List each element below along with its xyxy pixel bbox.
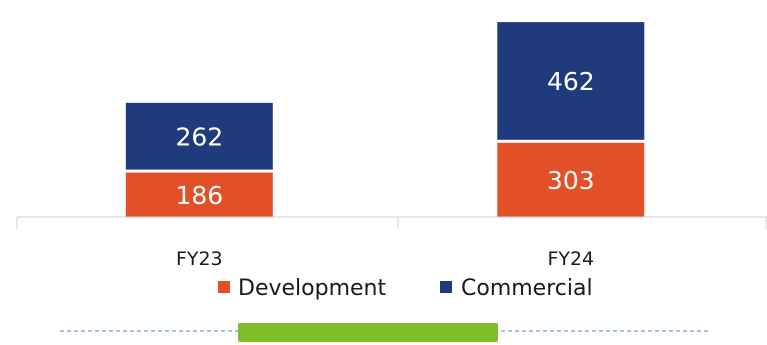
data-label-development-fy24: 303 (547, 166, 595, 195)
category-label-fy23: FY23 (176, 248, 223, 270)
bar-development-fy24 (497, 142, 645, 217)
bar-commercial-fy23 (125, 102, 273, 170)
category-label-fy24: FY24 (547, 248, 594, 270)
category-labels: FY23 FY24 (176, 248, 594, 270)
data-label-development-fy23: 186 (175, 181, 223, 210)
green-accent-bar (238, 323, 498, 342)
data-label-commercial-fy24: 462 (547, 67, 595, 96)
bar-commercial-fy24 (497, 22, 645, 140)
legend: Development Commercial (218, 276, 593, 301)
plot-area: 186 262 303 462 (125, 22, 645, 217)
legend-label-development: Development (238, 276, 386, 301)
legend-label-commercial: Commercial (461, 276, 593, 301)
legend-swatch-commercial (440, 281, 452, 293)
bar-development-fy23 (125, 172, 273, 217)
data-label-commercial-fy23: 262 (175, 122, 223, 151)
legend-swatch-development (218, 281, 230, 293)
